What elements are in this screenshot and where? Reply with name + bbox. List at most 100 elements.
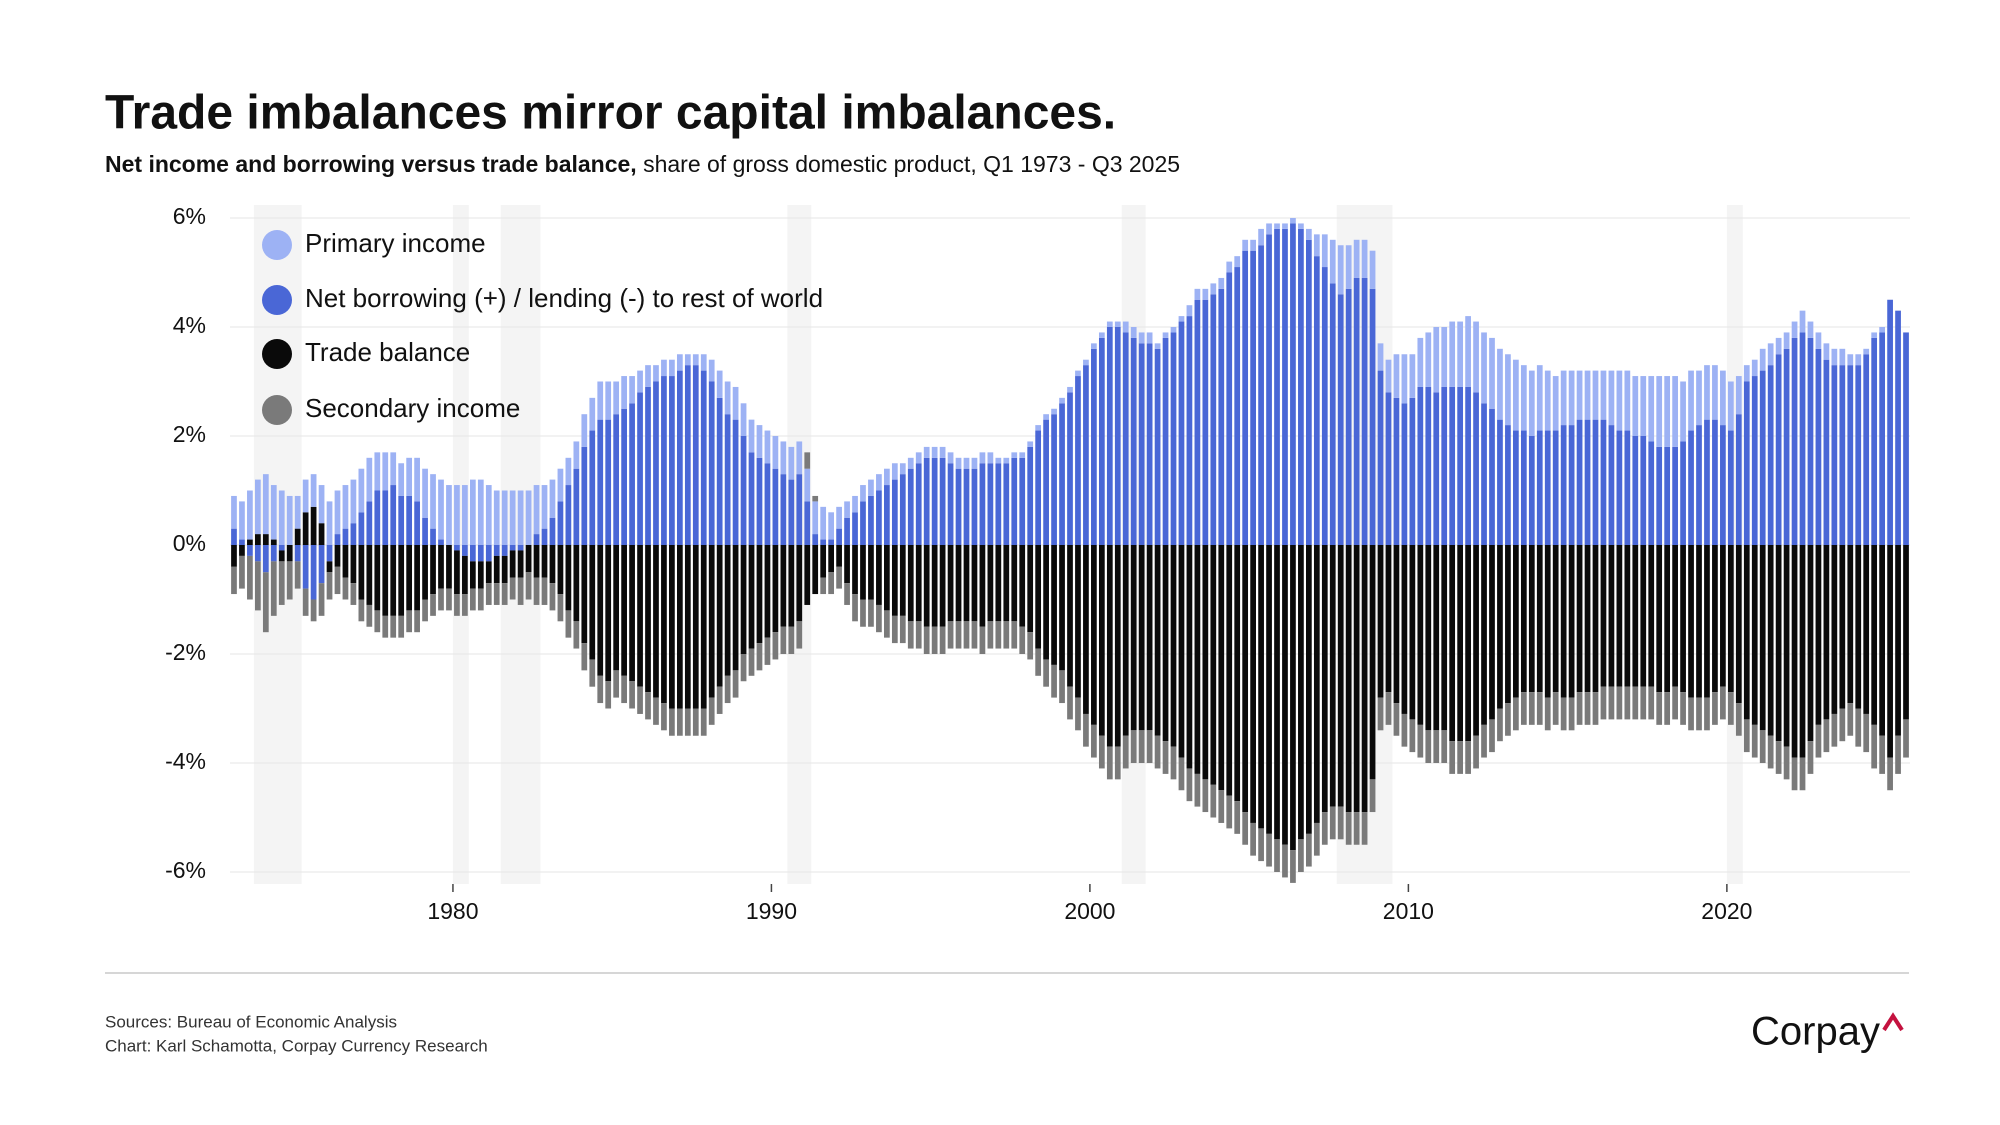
bar-segment: [884, 485, 890, 545]
bar-segment: [1321, 812, 1328, 845]
bar-segment: [891, 615, 898, 644]
bar-segment: [1584, 370, 1591, 420]
bar-segment: [1178, 757, 1185, 791]
y-tick-label: -6%: [165, 857, 206, 883]
bar-segment: [1712, 545, 1718, 693]
bar-segment: [1122, 545, 1129, 736]
bar-segment: [1106, 321, 1113, 327]
x-tick-label: 2000: [1064, 898, 1115, 924]
bar-segment: [1345, 288, 1352, 545]
bar-segment: [1298, 228, 1304, 545]
bar-segment: [262, 545, 269, 573]
bar-segment: [1019, 545, 1026, 627]
bar-segment: [597, 545, 604, 676]
bar-segment: [1425, 332, 1432, 387]
bar-segment: [629, 681, 635, 709]
bar-segment: [390, 615, 397, 638]
bar-segment: [255, 479, 261, 535]
x-tick-label: 1990: [746, 898, 797, 924]
bar-segment: [1815, 332, 1822, 349]
bar-segment: [899, 615, 906, 644]
legend-label: Secondary income: [305, 393, 520, 423]
bar-segment: [1194, 773, 1201, 807]
bar-segment: [1783, 746, 1790, 780]
bar-segment: [302, 479, 309, 513]
bar-segment: [1664, 692, 1671, 725]
bar-segment: [1321, 545, 1328, 813]
bar-segment: [1497, 708, 1503, 742]
bar-segment: [334, 490, 341, 535]
bar-segment: [382, 615, 389, 638]
bar-segment: [1767, 343, 1774, 366]
bar-segment: [1473, 321, 1479, 393]
x-tick-label: 2020: [1701, 898, 1752, 924]
bar-segment: [1847, 365, 1854, 545]
x-tick-label: 2010: [1383, 898, 1434, 924]
legend-label: Net borrowing (+) / lending (-) to rest …: [305, 283, 823, 313]
bar-segment: [891, 463, 898, 480]
bar-segment: [1672, 686, 1678, 720]
bar-segment: [995, 463, 1002, 545]
bar-segment: [1059, 403, 1065, 545]
bar-segment: [1616, 686, 1623, 720]
bar-segment: [1592, 692, 1599, 725]
bar-segment: [1083, 713, 1089, 747]
bar-segment: [438, 545, 444, 589]
bar-segment: [1775, 354, 1782, 545]
bar-segment: [1035, 430, 1042, 545]
bar-segment: [1544, 545, 1551, 698]
bar-segment: [1696, 370, 1702, 426]
bar-segment: [1560, 370, 1567, 426]
bar-segment: [1560, 425, 1567, 545]
bar-segment: [899, 463, 906, 475]
bar-segment: [1855, 708, 1862, 747]
bar-segment: [438, 539, 444, 545]
bar-segment: [422, 468, 428, 518]
bar-segment: [844, 501, 850, 518]
bar-segment: [876, 490, 882, 545]
bar-segment: [1855, 545, 1862, 709]
bar-segment: [1863, 545, 1870, 714]
plot-area: -6% -4% -2% 0% 2% 4% 6% 1980 1990 2000 2010 2020 Pri…: [165, 203, 1910, 924]
bar-segment: [422, 545, 428, 600]
y-tick-label: 6%: [173, 203, 206, 229]
bar-segment: [270, 485, 277, 540]
bar-segment: [1329, 283, 1336, 545]
bar-segment: [1035, 425, 1042, 431]
bar-segment: [820, 539, 827, 545]
bar-segment: [1433, 730, 1440, 763]
bar-segment: [1735, 414, 1742, 545]
bar-segment: [1170, 327, 1177, 333]
bar-segment: [995, 545, 1002, 622]
legend-label: Trade balance: [305, 337, 470, 367]
bar-segment: [907, 468, 914, 545]
bar-segment: [1759, 370, 1766, 545]
bar-segment: [1863, 713, 1870, 753]
bar-segment: [1186, 545, 1193, 769]
bar-segment: [1282, 228, 1288, 545]
bar-segment: [1871, 337, 1878, 545]
bar-segment: [493, 583, 500, 605]
bar-segment: [756, 643, 763, 671]
bar-segment: [860, 501, 866, 545]
bar-segment: [1568, 545, 1575, 698]
bar-segment: [1003, 621, 1010, 649]
bar-segment: [1688, 370, 1694, 431]
bar-segment: [1210, 294, 1217, 545]
bar-segment: [772, 632, 779, 660]
bar-segment: [1648, 686, 1655, 720]
bar-segment: [1783, 348, 1790, 545]
bar-segment: [645, 365, 651, 387]
bar-segment: [939, 626, 946, 654]
bar-segment: [1401, 713, 1408, 747]
bar-segment: [1895, 735, 1901, 774]
bar-segment: [1258, 228, 1264, 246]
bar-segment: [653, 697, 659, 725]
bar-segment: [860, 599, 866, 627]
bar-segment: [1815, 348, 1822, 545]
bar-segment: [422, 599, 428, 622]
bar-segment: [589, 545, 596, 660]
bar-segment: [1688, 430, 1694, 545]
bar-segment: [1887, 545, 1893, 758]
bar-segment: [302, 512, 309, 545]
